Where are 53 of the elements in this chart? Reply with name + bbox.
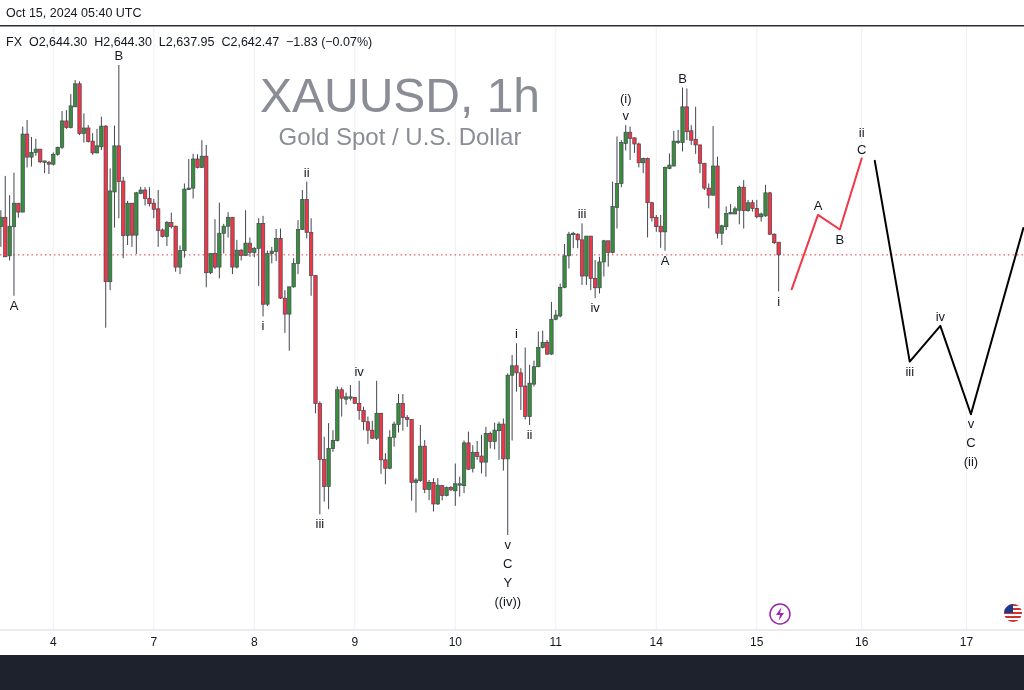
annotation: iii: [577, 206, 587, 222]
text: Gold Spot / U.S. Dollar: [278, 123, 522, 150]
annotation: iii: [315, 516, 325, 532]
annotation: i: [515, 326, 519, 342]
annotation: iv: [354, 363, 365, 379]
annotation: C: [856, 141, 867, 157]
candlestick: [431, 477, 436, 512]
annotation: C: [966, 435, 976, 451]
annotation: iv: [590, 300, 601, 316]
candlestick: [754, 199, 759, 219]
candlestick: [741, 179, 746, 230]
chart-title: XAUUSD, 1h: [259, 69, 541, 122]
annotation: i: [261, 318, 265, 334]
annotation: ii: [526, 427, 533, 443]
text: FX O2,644.30 H2,644.30 L2,637.95 C2,642.47 −1.83 (−0.07%): [6, 35, 373, 49]
x-tick-label: 15: [750, 635, 764, 649]
candlestick: [243, 209, 248, 257]
x-tick-label: 7: [150, 635, 158, 649]
x-tick-label: 9: [351, 635, 359, 649]
annotation: ii: [303, 164, 310, 180]
annotation: A: [813, 197, 823, 213]
annotation: iv: [935, 308, 946, 324]
annotation: A: [660, 252, 670, 268]
annotation: (i): [619, 91, 632, 107]
candlestick: [29, 136, 34, 168]
x-tick-label: 8: [250, 635, 258, 649]
annotation: A: [9, 297, 19, 313]
annotation: v: [622, 108, 630, 124]
x-tick-label: 4: [49, 635, 57, 649]
x-tick-label: 11: [549, 635, 563, 649]
annotation: iii: [905, 363, 915, 379]
annotation: i: [777, 293, 781, 309]
candlestick: [479, 434, 484, 474]
text: Oct 15, 2024 05:40 UTC: [6, 6, 142, 20]
candlestick: [212, 218, 218, 270]
annotation: v: [967, 416, 975, 432]
annotation: ii: [858, 124, 865, 140]
annotation: B: [114, 48, 124, 63]
candlestick: [737, 185, 742, 225]
candlestick: [496, 421, 502, 461]
annotation: v: [504, 537, 512, 552]
candlestick: [453, 463, 458, 507]
x-tick-label: 14: [649, 635, 664, 649]
x-tick-label: 10: [448, 635, 463, 649]
text: Y: [503, 575, 513, 590]
candlestick: [94, 128, 100, 154]
annotation: (ii): [963, 454, 979, 470]
text: C: [503, 556, 513, 571]
annotation: B: [678, 70, 687, 86]
text: ((iv)): [494, 594, 522, 609]
x-tick-label: 16: [854, 635, 869, 649]
x-tick-label: 17: [959, 635, 974, 649]
annotation: B: [835, 231, 845, 247]
